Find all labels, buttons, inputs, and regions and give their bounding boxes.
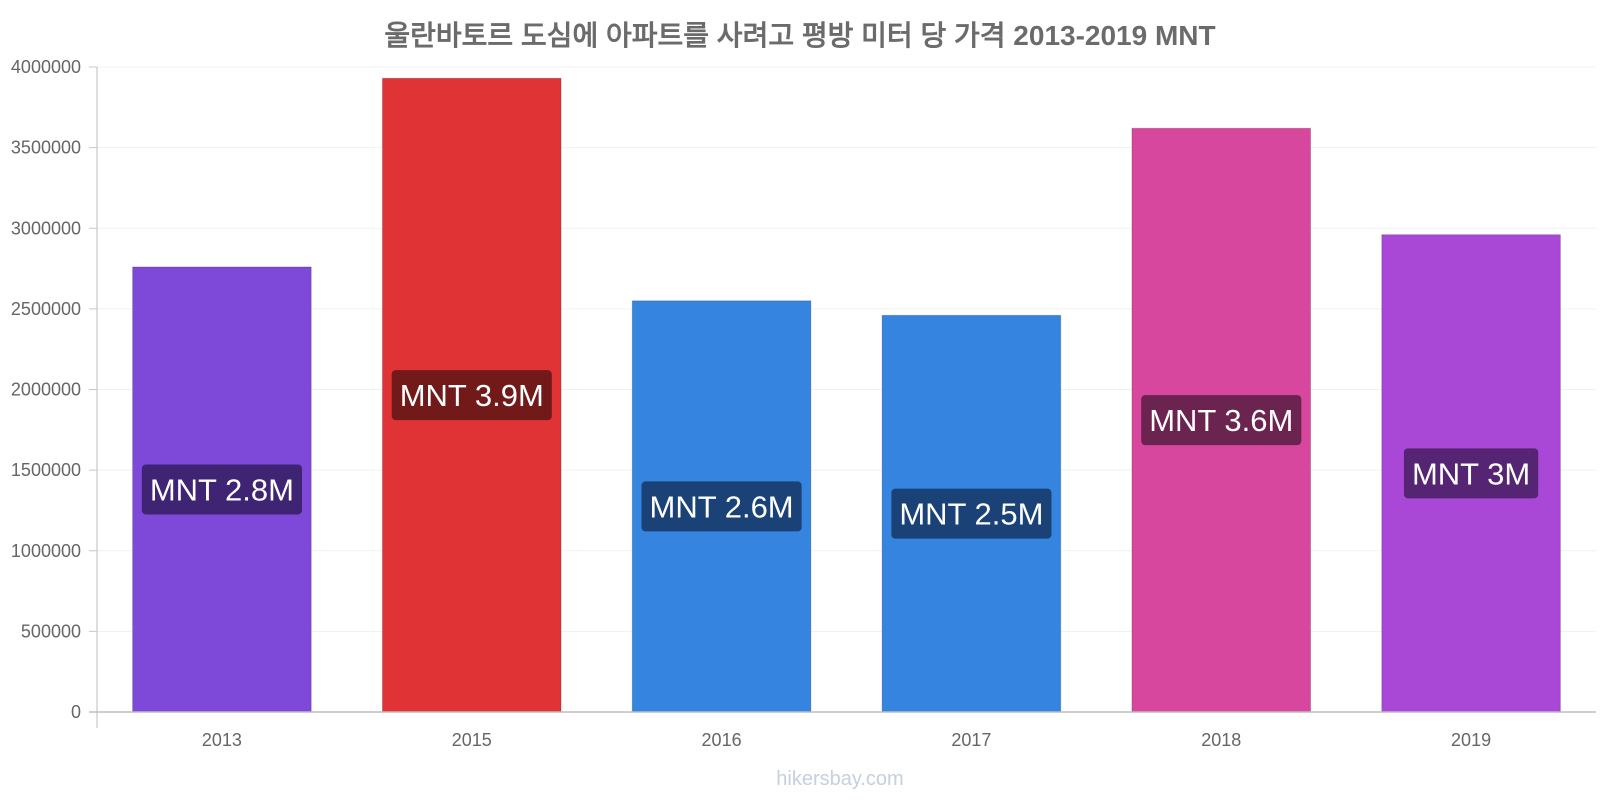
x-tick-label: 2015: [452, 730, 492, 750]
y-tick-label: 500000: [21, 621, 81, 641]
data-label-text: MNT 2.6M: [650, 489, 794, 524]
watermark: hikersbay.com: [776, 768, 904, 790]
y-tick-label: 1000000: [11, 541, 81, 561]
chart-title: 울란바토르 도심에 아파트를 사려고 평방 미터 당 가격 2013-2019 …: [384, 20, 1216, 51]
data-label-box: [1403, 448, 1539, 499]
data-label-2015: MNT 3.9M: [391, 370, 552, 421]
data-label-box: [891, 488, 1052, 539]
axes: 0 500000 1000000 1500000 2000000 2500000 30000…: [11, 57, 1596, 750]
data-label-2017: MNT 2.5M: [891, 488, 1052, 539]
data-label-text: MNT 3.6M: [1149, 403, 1293, 438]
y-tick-label: 3500000: [11, 138, 81, 158]
bars: [132, 77, 1561, 713]
data-label-2013: MNT 2.8M: [141, 464, 302, 515]
data-label-2019: MNT 3M: [1403, 448, 1539, 499]
y-tick-label: 3000000: [11, 218, 81, 238]
data-label-2018: MNT 3.6M: [1141, 395, 1302, 446]
data-label-box: [641, 481, 802, 532]
y-tick-label: 4000000: [11, 57, 81, 77]
data-label-text: MNT 2.5M: [899, 497, 1043, 532]
data-label-text: MNT 3.9M: [400, 378, 544, 413]
y-tick-label: 1500000: [11, 460, 81, 480]
y-tick-label: 2000000: [11, 380, 81, 400]
data-label-text: MNT 3M: [1412, 456, 1530, 491]
x-tick-label: 2017: [951, 730, 991, 750]
x-tick-label: 2016: [702, 730, 742, 750]
gridlines: [97, 66, 1596, 632]
y-tick-label: 0: [71, 702, 81, 722]
data-labels: MNT 2.8M MNT 3.9M MNT 2.6M MNT 2.5M MNT 3.6M…: [141, 370, 1539, 539]
y-tick-label: 2500000: [11, 299, 81, 319]
data-label-box: [1141, 395, 1302, 446]
data-label-text: MNT 2.8M: [150, 472, 294, 507]
x-tick-label: 2019: [1451, 730, 1491, 750]
data-label-box: [141, 464, 302, 515]
x-tick-label: 2018: [1201, 730, 1241, 750]
data-label-box: [391, 370, 552, 421]
data-label-2016: MNT 2.6M: [641, 481, 802, 532]
x-tick-label: 2013: [202, 730, 242, 750]
